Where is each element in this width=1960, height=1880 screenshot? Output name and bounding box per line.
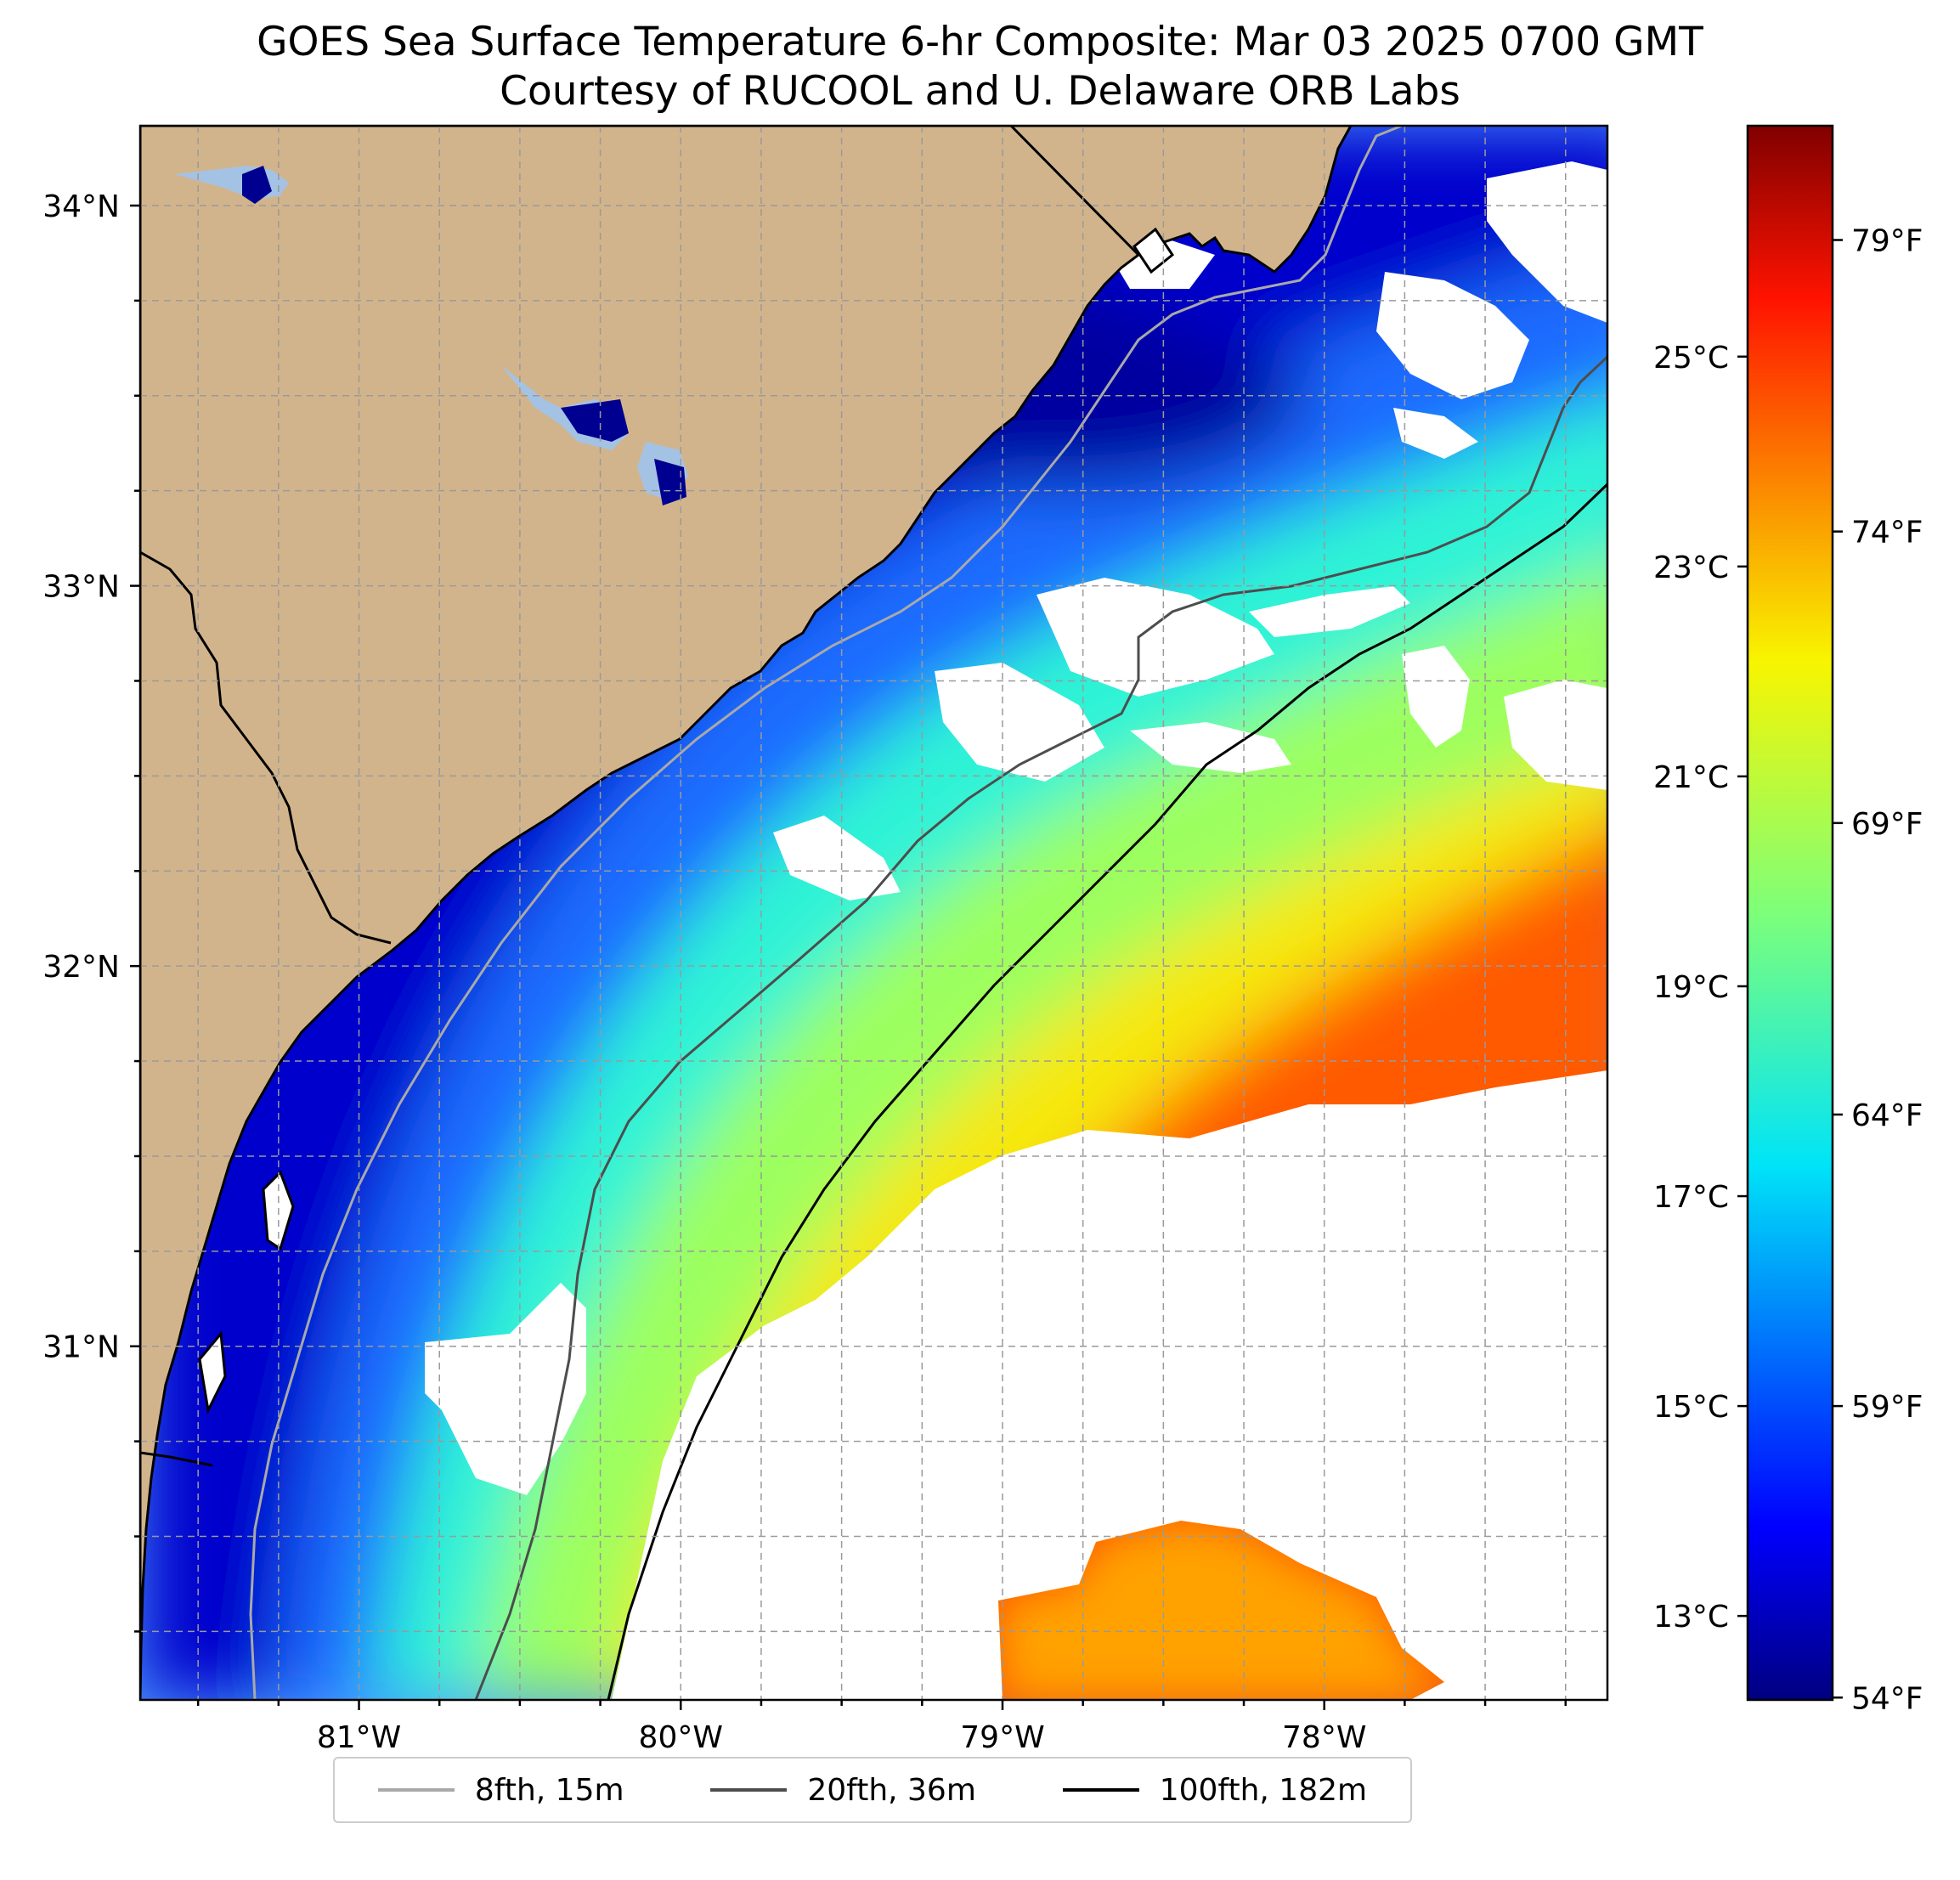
legend-item-8fth: 8fth, 15m bbox=[377, 1772, 624, 1808]
celsius-tick-label: 15°C bbox=[1653, 1390, 1729, 1425]
map-ticks bbox=[130, 204, 1567, 1710]
celsius-tick-label: 17°C bbox=[1653, 1180, 1729, 1215]
missing-data-mask bbox=[425, 161, 1607, 1700]
fahrenheit-tick-label: 69°F bbox=[1851, 807, 1923, 842]
colorbar-labels: 13°C 15°C 17°C 19°C 21°C 23°C 25°C 54°F 59°F 64°F… bbox=[1653, 224, 1923, 1717]
celsius-tick-label: 21°C bbox=[1653, 760, 1729, 795]
lat-tick-label: 31°N bbox=[42, 1330, 120, 1365]
lat-tick-label: 32°N bbox=[42, 950, 120, 985]
legend-label-100fth: 100fth, 182m bbox=[1159, 1772, 1368, 1808]
legend-item-20fth: 20fth, 36m bbox=[710, 1773, 976, 1808]
lon-tick-label: 80°W bbox=[639, 1720, 723, 1755]
celsius-tick-label: 23°C bbox=[1653, 550, 1729, 585]
legend-swatch-8fth bbox=[377, 1788, 455, 1792]
lat-tick-label: 34°N bbox=[42, 189, 120, 224]
lon-tick-label: 79°W bbox=[960, 1720, 1044, 1755]
legend-label-8fth: 8fth, 15m bbox=[474, 1772, 624, 1808]
state-borders bbox=[140, 126, 1140, 1467]
legend-swatch-20fth bbox=[710, 1788, 788, 1792]
map-subtitle: Courtesy of RUCOOL and U. Delaware ORB L… bbox=[500, 68, 1460, 115]
lon-tick-label: 81°W bbox=[317, 1720, 401, 1755]
map-tick-labels: 81°W 80°W 79°W 78°W 31°N 32°N 33°N 34°N bbox=[42, 189, 1366, 1755]
fahrenheit-tick-label: 64°F bbox=[1851, 1098, 1923, 1133]
isobaths bbox=[249, 126, 1607, 1700]
lon-tick-label: 78°W bbox=[1282, 1720, 1366, 1755]
isobath-8fth bbox=[249, 126, 1403, 1700]
lat-tick-label: 33°N bbox=[42, 570, 120, 605]
graticule bbox=[140, 126, 1607, 1700]
legend-item-100fth: 100fth, 182m bbox=[1062, 1772, 1368, 1808]
inland-lakes bbox=[174, 166, 688, 505]
land-mass bbox=[140, 126, 1353, 1700]
map-title: GOES Sea Surface Temperature 6-hr Compos… bbox=[257, 19, 1703, 65]
fahrenheit-tick-label: 79°F bbox=[1851, 224, 1923, 259]
celsius-tick-label: 13°C bbox=[1653, 1600, 1729, 1634]
fahrenheit-tick-label: 54°F bbox=[1851, 1681, 1923, 1716]
colorbar bbox=[1746, 124, 1834, 1702]
isobath-100fth bbox=[607, 483, 1607, 1700]
fahrenheit-tick-label: 59°F bbox=[1851, 1390, 1923, 1425]
legend-swatch-100fth bbox=[1062, 1788, 1139, 1792]
fahrenheit-tick-label: 74°F bbox=[1851, 516, 1923, 550]
isobath-legend: 8fth, 15m 20fth, 36m 100fth, 182m bbox=[333, 1757, 1412, 1823]
colorbar-ticks bbox=[1737, 239, 1843, 1699]
celsius-tick-label: 25°C bbox=[1653, 341, 1729, 375]
map-frame bbox=[138, 124, 1609, 1702]
celsius-tick-label: 19°C bbox=[1653, 970, 1729, 1005]
isobath-20fth bbox=[474, 355, 1607, 1700]
map-panel bbox=[140, 126, 1607, 1700]
legend-label-20fth: 20fth, 36m bbox=[807, 1772, 976, 1808]
